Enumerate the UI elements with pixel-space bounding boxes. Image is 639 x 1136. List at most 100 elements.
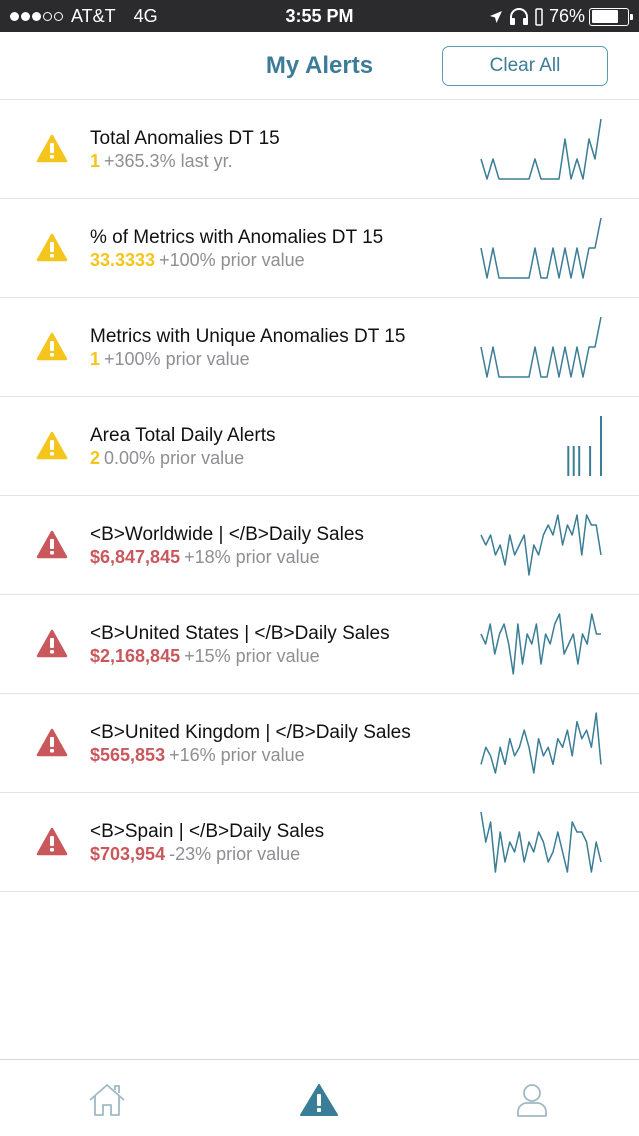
- sparkline-chart: [480, 514, 602, 576]
- danger-triangle-icon: [36, 629, 68, 658]
- alert-row[interactable]: % of Metrics with Anomalies DT 15 33.333…: [0, 199, 639, 298]
- alert-text: <B>Spain | </B>Daily Sales $703,954 -23% …: [90, 821, 460, 865]
- alert-title: Metrics with Unique Anomalies DT 15: [90, 326, 406, 347]
- alert-row[interactable]: Total Anomalies DT 15 1 +365.3% last yr.: [0, 100, 639, 199]
- alert-change: +100% prior value: [104, 349, 250, 369]
- alert-title: <B>Spain | </B>Daily Sales: [90, 821, 325, 842]
- user-icon: [517, 1084, 547, 1117]
- alert-subtitle: 1 +100% prior value: [90, 348, 460, 370]
- alert-text: <B>United Kingdom | </B>Daily Sales $565…: [90, 722, 460, 766]
- page-title: My Alerts: [265, 52, 374, 79]
- signal-dot: [10, 12, 19, 21]
- tab-profile[interactable]: [510, 1080, 554, 1120]
- alert-change: +100% prior value: [159, 250, 305, 270]
- sparkline-chart: [480, 316, 602, 378]
- alert-row[interactable]: Area Total Daily Alerts 2 0.00% prior val…: [0, 397, 639, 496]
- clear-all-button[interactable]: Clear All: [442, 46, 608, 86]
- alert-row[interactable]: <B>Worldwide | </B>Daily Sales $6,847,84…: [0, 496, 639, 595]
- signal-dot: [43, 12, 52, 21]
- alert-subtitle: 33.3333 +100% prior value: [90, 249, 460, 271]
- alert-value: 2: [90, 448, 101, 468]
- sparkline-line: [480, 514, 602, 576]
- battery-icon: [589, 7, 633, 26]
- headphones-icon: [509, 7, 528, 25]
- tab-alerts[interactable]: [297, 1080, 341, 1120]
- alert-value: $565,853: [90, 745, 166, 765]
- alert-row[interactable]: <B>Spain | </B>Daily Sales $703,954 -23% …: [0, 793, 639, 892]
- alert-change: +18% prior value: [184, 547, 320, 567]
- tab-bar: [0, 1059, 639, 1136]
- alert-title: <B>United States | </B>Daily Sales: [90, 623, 390, 644]
- tab-home[interactable]: [85, 1080, 129, 1120]
- alert-change: +16% prior value: [169, 745, 305, 765]
- alert-row[interactable]: Metrics with Unique Anomalies DT 15 1 +10…: [0, 298, 639, 397]
- signal-dot: [54, 12, 63, 21]
- network-type: 4G: [133, 6, 158, 26]
- warning-triangle-icon: [36, 431, 68, 460]
- status-time: 3:55 PM: [285, 6, 354, 26]
- alert-title: Area Total Daily Alerts: [90, 425, 276, 446]
- battery-level: [591, 10, 619, 23]
- alert-title: Total Anomalies DT 15: [90, 128, 280, 149]
- orientation-lock-icon: [535, 7, 543, 26]
- alert-subtitle: 1 +365.3% last yr.: [90, 150, 460, 172]
- sparkline-line: [480, 613, 601, 675]
- alert-text: % of Metrics with Anomalies DT 15 33.333…: [90, 227, 460, 271]
- danger-triangle-icon: [36, 728, 68, 757]
- alert-subtitle: $2,168,845 +15% prior value: [90, 645, 460, 667]
- status-right: 76%: [489, 6, 633, 27]
- warning-triangle-icon: [36, 134, 68, 163]
- alert-change: 0.00% prior value: [104, 448, 245, 468]
- alert-change: +15% prior value: [184, 646, 320, 666]
- alert-subtitle: $6,847,845 +18% prior value: [90, 546, 460, 568]
- sparkline-chart: [480, 118, 602, 180]
- alert-list: Total Anomalies DT 15 1 +365.3% last yr. …: [0, 100, 639, 892]
- status-left: AT&T 4G: [10, 6, 158, 27]
- alert-text: Metrics with Unique Anomalies DT 15 1 +10…: [90, 326, 460, 370]
- home-icon: [89, 1084, 125, 1116]
- danger-triangle-icon: [36, 530, 68, 559]
- alert-title: <B>Worldwide | </B>Daily Sales: [90, 524, 364, 545]
- sparkline-chart: [480, 811, 602, 873]
- warning-triangle-icon: [36, 233, 68, 262]
- alert-subtitle: $565,853 +16% prior value: [90, 744, 460, 766]
- sparkline-chart: [480, 712, 602, 774]
- battery-percent: 76%: [548, 6, 585, 26]
- alert-value: $703,954: [90, 844, 166, 864]
- alert-value: 33.3333: [90, 250, 156, 270]
- alert-subtitle: 2 0.00% prior value: [90, 447, 460, 469]
- alert-text: <B>United States | </B>Daily Sales $2,16…: [90, 623, 460, 667]
- alert-value: 1: [90, 349, 101, 369]
- location-arrow-icon: [489, 10, 502, 23]
- sparkline-chart: [480, 217, 602, 279]
- alert-title: <B>United Kingdom | </B>Daily Sales: [90, 722, 411, 743]
- carrier-name: AT&T: [71, 6, 116, 26]
- warning-triangle-icon: [36, 332, 68, 361]
- sparkline-line: [480, 811, 602, 873]
- sparkline-chart: [567, 416, 602, 476]
- sparkline-chart: [480, 613, 601, 675]
- alert-value: $6,847,845: [90, 547, 181, 567]
- signal-dot: [32, 12, 41, 21]
- alert-value: 1: [90, 151, 101, 171]
- alert-title: % of Metrics with Anomalies DT 15: [90, 227, 384, 248]
- sparkline-line: [480, 118, 602, 180]
- alert-text: Area Total Daily Alerts 2 0.00% prior val…: [90, 425, 460, 469]
- signal-strength-icon: [10, 12, 65, 21]
- nav-bar: My Alerts Clear All: [0, 32, 639, 100]
- alert-subtitle: $703,954 -23% prior value: [90, 843, 460, 865]
- alert-text: Total Anomalies DT 15 1 +365.3% last yr.: [90, 128, 460, 172]
- alert-text: <B>Worldwide | </B>Daily Sales $6,847,84…: [90, 524, 460, 568]
- status-bar: AT&T 4G 3:55 PM 76%: [0, 0, 639, 32]
- alert-value: $2,168,845: [90, 646, 181, 666]
- alert-tab-icon: [300, 1084, 338, 1116]
- sparkline-line: [480, 316, 602, 378]
- sparkline-line: [480, 712, 602, 774]
- alert-change: +365.3% last yr.: [104, 151, 233, 171]
- signal-dot: [21, 12, 30, 21]
- sparkline-line: [480, 217, 602, 279]
- alert-row[interactable]: <B>United States | </B>Daily Sales $2,16…: [0, 595, 639, 694]
- alert-row[interactable]: <B>United Kingdom | </B>Daily Sales $565…: [0, 694, 639, 793]
- alert-change: -23% prior value: [169, 844, 301, 864]
- danger-triangle-icon: [36, 827, 68, 856]
